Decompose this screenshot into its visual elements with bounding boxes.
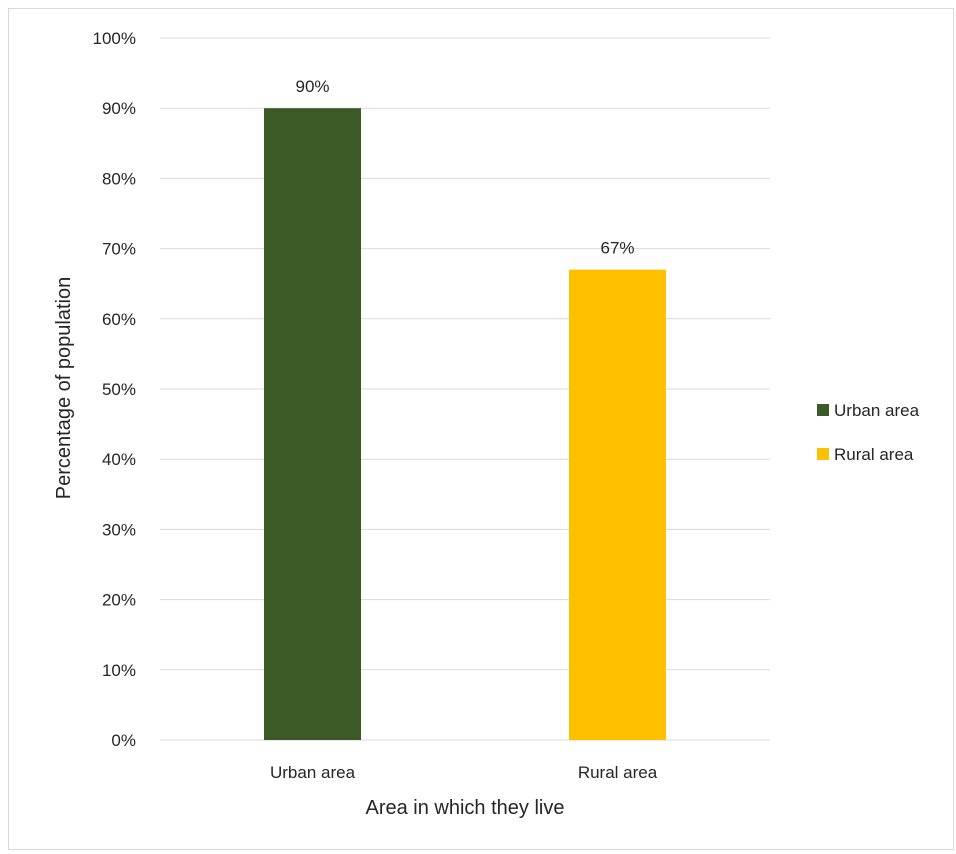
y-tick-label: 70% [102, 240, 136, 259]
y-tick-label: 80% [102, 169, 136, 188]
x-tick-label: Rural area [578, 763, 658, 782]
legend-label: Urban area [834, 401, 920, 420]
y-axis-title: Percentage of population [53, 277, 75, 499]
y-tick-label: 40% [102, 450, 136, 469]
x-axis-ticks: Urban area Rural area [270, 763, 658, 782]
y-tick-label: 50% [102, 380, 136, 399]
legend-swatch [817, 448, 829, 460]
y-tick-label: 100% [93, 29, 136, 48]
data-label: 67% [600, 239, 634, 258]
legend-swatch [817, 404, 829, 416]
y-tick-label: 20% [102, 591, 136, 610]
legend-label: Rural area [834, 445, 914, 464]
y-tick-label: 60% [102, 310, 136, 329]
y-tick-label: 30% [102, 520, 136, 539]
x-axis-title: Area in which they live [366, 797, 565, 819]
y-tick-label: 90% [102, 99, 136, 118]
bar [569, 269, 666, 740]
data-labels: 90% 67% [295, 77, 634, 257]
y-tick-label: 10% [102, 661, 136, 680]
data-label: 90% [295, 77, 329, 96]
y-axis-ticks: 0% 10% 20% 30% 40% 50% 60% 70% 80% 90% 100% [93, 29, 136, 750]
bar [264, 108, 361, 740]
gridlines [160, 37, 770, 741]
legend: Urban area Rural area [817, 401, 920, 464]
x-tick-label: Urban area [270, 763, 356, 782]
chart-frame [8, 8, 954, 850]
bars [264, 108, 666, 740]
y-tick-label: 0% [111, 731, 136, 750]
